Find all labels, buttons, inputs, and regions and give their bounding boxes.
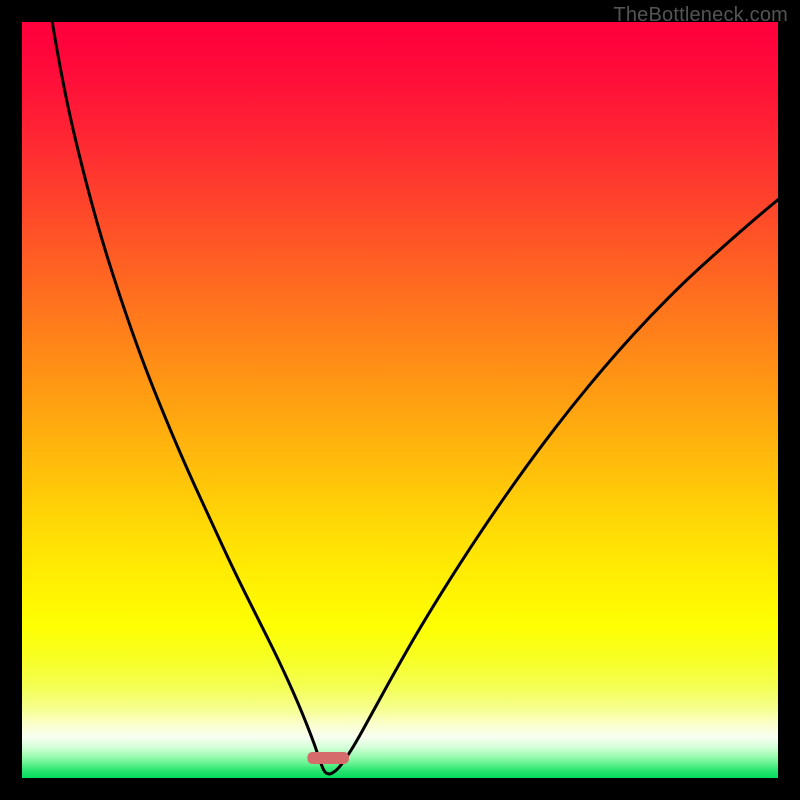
bottleneck-chart: [0, 0, 800, 800]
optimum-marker: [307, 752, 349, 764]
watermark-text: TheBottleneck.com: [613, 4, 788, 27]
chart-container: TheBottleneck.com: [0, 0, 800, 800]
